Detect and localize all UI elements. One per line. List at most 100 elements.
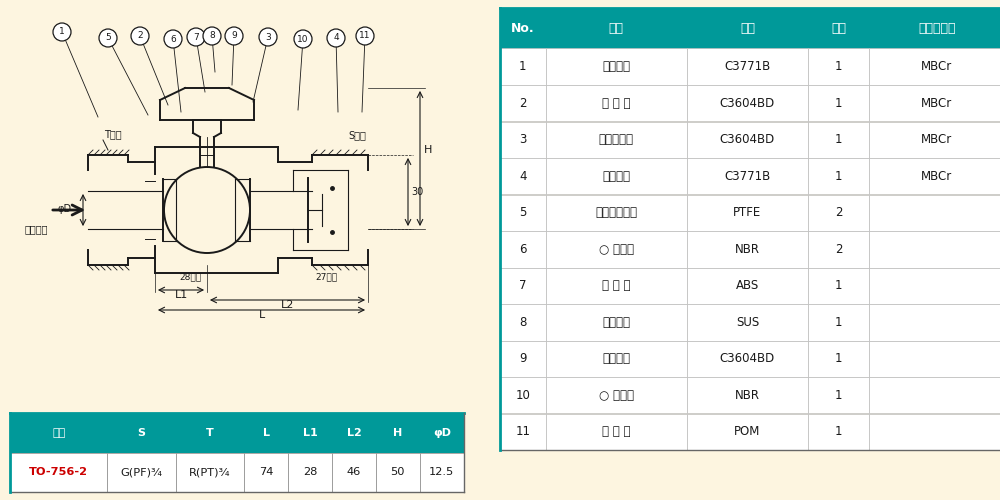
Text: 27六角: 27六角 (315, 272, 337, 281)
Bar (332, 452, 376, 492)
Bar (869, 158, 1000, 194)
Circle shape (131, 27, 149, 45)
Bar (546, 122, 687, 158)
Bar (808, 304, 869, 341)
Text: 1: 1 (835, 352, 842, 365)
Text: 11: 11 (515, 425, 530, 438)
Text: NBR: NBR (735, 388, 760, 402)
Circle shape (225, 27, 243, 45)
Bar (808, 158, 869, 194)
Bar (808, 85, 869, 122)
Bar (546, 85, 687, 122)
Text: 4: 4 (519, 170, 527, 182)
Bar (687, 304, 808, 341)
Text: 11: 11 (359, 32, 371, 40)
Bar (869, 85, 1000, 122)
Text: T: T (206, 428, 214, 438)
Circle shape (53, 23, 71, 41)
Bar (500, 268, 546, 304)
Bar (546, 48, 687, 85)
Text: TO-756-2: TO-756-2 (29, 468, 88, 477)
Bar (687, 377, 808, 414)
Bar (687, 194, 808, 231)
Bar (687, 48, 808, 85)
Text: 数量: 数量 (831, 22, 846, 35)
Bar (687, 122, 808, 158)
Bar (500, 231, 546, 268)
Text: G(PF)³⁄₄: G(PF)³⁄₄ (121, 468, 163, 477)
Text: C3771B: C3771B (724, 60, 771, 73)
Text: φD: φD (58, 204, 72, 214)
Text: R(PT)³⁄₄: R(PT)³⁄₄ (189, 468, 231, 477)
Text: 10: 10 (297, 34, 309, 43)
Bar (808, 340, 869, 377)
Text: H: H (393, 428, 402, 438)
Bar (244, 412, 288, 453)
Text: フ　　タ: フ タ (602, 170, 630, 182)
Text: 1: 1 (835, 96, 842, 110)
Circle shape (259, 28, 277, 46)
Bar (10, 452, 107, 492)
Bar (376, 452, 420, 492)
Text: L1: L1 (303, 428, 317, 438)
Bar (869, 268, 1000, 304)
Text: 5: 5 (519, 206, 526, 219)
Text: 1: 1 (835, 388, 842, 402)
Bar (687, 414, 808, 450)
Bar (176, 412, 244, 453)
Text: No.: No. (511, 22, 535, 35)
Text: 1: 1 (835, 133, 842, 146)
Bar (107, 452, 176, 492)
Text: 28: 28 (303, 468, 317, 477)
Text: 3: 3 (519, 133, 526, 146)
Text: C3771B: C3771B (724, 170, 771, 182)
Bar (808, 377, 869, 414)
Bar (808, 268, 869, 304)
Text: 4: 4 (333, 34, 339, 42)
Text: C3604BD: C3604BD (720, 133, 775, 146)
Bar (500, 122, 546, 158)
Circle shape (327, 29, 345, 47)
Bar (687, 231, 808, 268)
Text: 2: 2 (519, 96, 527, 110)
Text: L2: L2 (347, 428, 361, 438)
Text: 6: 6 (519, 243, 527, 256)
Bar (687, 268, 808, 304)
Bar (546, 340, 687, 377)
Text: ○ リング: ○ リング (599, 243, 634, 256)
Text: C3604BD: C3604BD (720, 352, 775, 365)
Text: 材質: 材質 (740, 22, 755, 35)
Bar (808, 194, 869, 231)
Bar (420, 452, 464, 492)
Bar (869, 194, 1000, 231)
Text: 7: 7 (519, 279, 527, 292)
Bar (808, 8, 869, 48)
Text: 1: 1 (835, 279, 842, 292)
Bar (869, 8, 1000, 48)
Bar (808, 414, 869, 450)
Bar (869, 340, 1000, 377)
Text: 6: 6 (170, 34, 176, 43)
Bar (500, 194, 546, 231)
Text: 74: 74 (259, 468, 273, 477)
Text: 型番: 型番 (52, 428, 65, 438)
Bar (869, 377, 1000, 414)
Bar (808, 48, 869, 85)
Text: 止メビス: 止メビス (602, 316, 630, 329)
Bar (10, 412, 107, 453)
Text: 2: 2 (835, 243, 842, 256)
Text: 30: 30 (411, 187, 423, 197)
Bar (500, 414, 546, 450)
Bar (546, 414, 687, 450)
Text: ボ ー ル: ボ ー ル (602, 96, 630, 110)
Bar (546, 8, 687, 48)
Bar (500, 340, 546, 377)
Text: MBCr: MBCr (921, 133, 952, 146)
Text: NBR: NBR (735, 243, 760, 256)
Circle shape (164, 30, 182, 48)
Bar (869, 231, 1000, 268)
Circle shape (294, 30, 312, 48)
Text: PTFE: PTFE (733, 206, 762, 219)
Text: 28二面: 28二面 (179, 272, 201, 281)
Bar (107, 412, 176, 453)
